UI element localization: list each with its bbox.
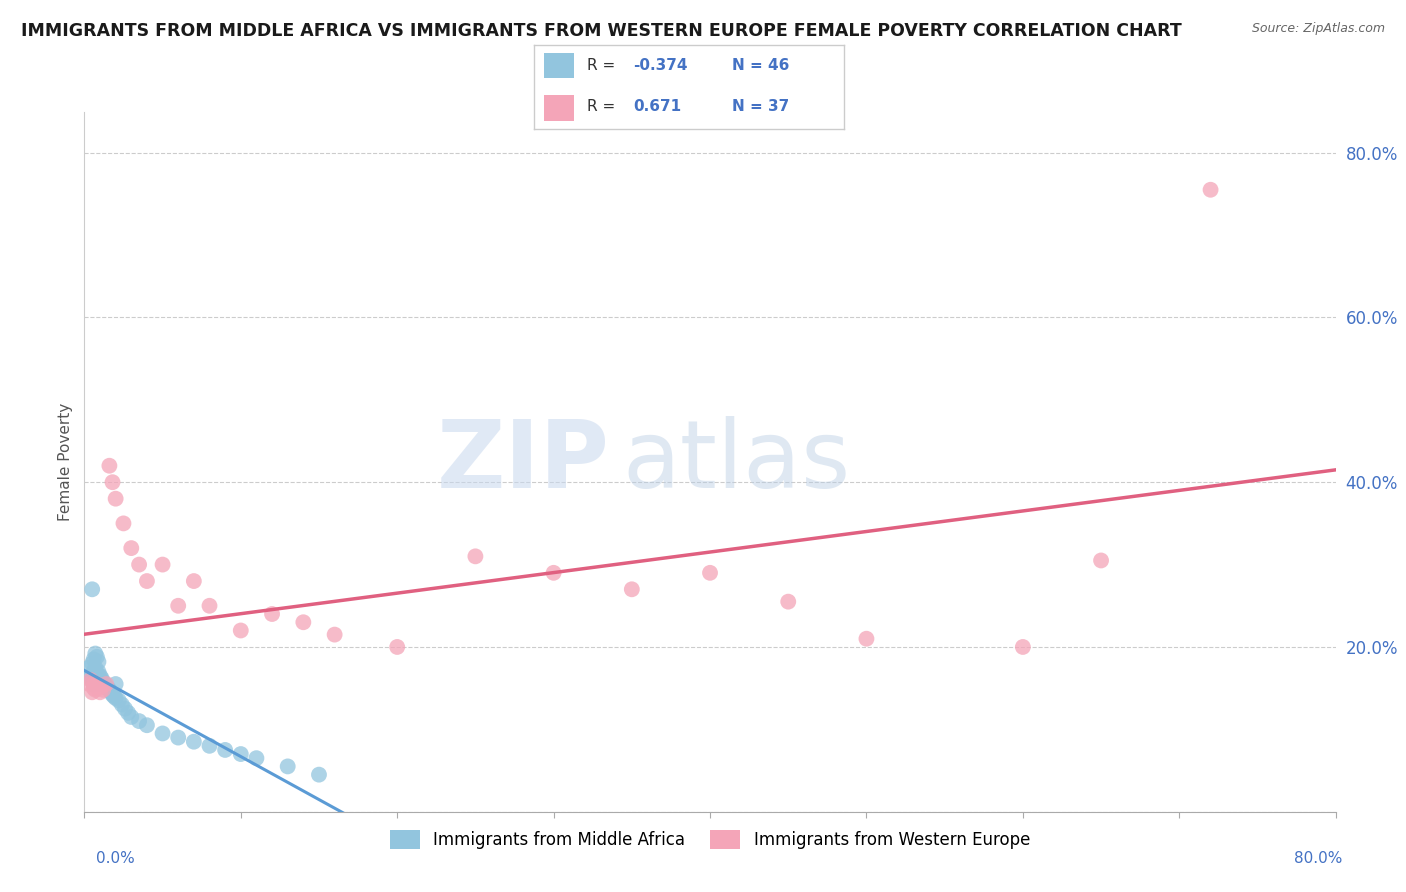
Point (84, 660, 107, 674)
Point (323, 627, 346, 641)
Point (120, 541, 142, 555)
Point (778, 594, 800, 608)
Point (107, 693, 129, 707)
Point (543, 566, 565, 580)
Text: R =: R = (586, 58, 620, 73)
Point (152, 726, 174, 740)
Point (86, 677, 108, 691)
Point (101, 688, 124, 702)
Point (114, 702, 136, 716)
Point (83, 677, 105, 691)
Point (84, 671, 107, 685)
Point (82, 685, 104, 699)
Point (229, 624, 252, 638)
Point (83, 681, 105, 695)
Point (91, 674, 114, 689)
Text: IMMIGRANTS FROM MIDDLE AFRICA VS IMMIGRANTS FROM WESTERN EUROPE FEMALE POVERTY C: IMMIGRANTS FROM MIDDLE AFRICA VS IMMIGRA… (21, 22, 1182, 40)
Point (82, 657, 104, 671)
Point (83, 652, 105, 666)
Point (1090, 553, 1112, 567)
Text: N = 46: N = 46 (733, 58, 790, 73)
Point (214, 743, 236, 757)
Point (82, 582, 104, 597)
Point (167, 599, 190, 613)
Point (84, 647, 107, 661)
Point (79, 673, 101, 687)
Point (86, 677, 108, 691)
Point (198, 599, 221, 613)
Point (292, 615, 315, 630)
Point (100, 685, 122, 699)
Text: R =: R = (586, 99, 620, 114)
Legend: Immigrants from Middle Africa, Immigrants from Western Europe: Immigrants from Middle Africa, Immigrant… (384, 823, 1036, 856)
Bar (544, 54, 575, 78)
Point (89, 677, 111, 691)
Text: Source: ZipAtlas.com: Source: ZipAtlas.com (1251, 22, 1385, 36)
Point (87, 665, 110, 679)
Point (855, 632, 877, 646)
Y-axis label: Female Poverty: Female Poverty (58, 402, 73, 521)
Point (84, 682, 107, 697)
Point (96, 680, 118, 694)
Point (167, 731, 190, 745)
Point (620, 582, 643, 597)
Point (86, 649, 108, 664)
Point (128, 714, 150, 728)
Point (91, 682, 114, 697)
Point (245, 751, 267, 765)
Text: atlas: atlas (623, 416, 851, 508)
Text: N = 37: N = 37 (733, 99, 790, 114)
Point (101, 475, 124, 490)
Point (1199, 183, 1222, 197)
Point (1012, 640, 1035, 654)
Text: 80.0%: 80.0% (1295, 852, 1343, 866)
Point (96, 677, 118, 691)
Point (136, 574, 159, 588)
Text: 0.671: 0.671 (633, 99, 682, 114)
Point (262, 607, 284, 621)
Point (97, 681, 120, 695)
Text: -0.374: -0.374 (633, 58, 688, 73)
Point (87, 681, 110, 695)
Point (90, 680, 112, 694)
Point (183, 735, 205, 749)
Point (128, 558, 150, 572)
Point (83, 665, 105, 679)
Point (112, 516, 135, 531)
Point (229, 747, 252, 761)
Point (277, 759, 299, 773)
Point (308, 767, 330, 781)
Point (86, 666, 108, 681)
Point (103, 690, 125, 704)
Point (90, 671, 112, 685)
Point (89, 685, 111, 699)
Point (79, 669, 101, 683)
Point (104, 491, 127, 506)
Point (152, 558, 174, 572)
Point (77, 660, 100, 674)
Point (83, 677, 105, 691)
Point (98, 682, 121, 697)
Point (104, 691, 127, 706)
Text: 0.0%: 0.0% (96, 852, 135, 866)
Point (82, 673, 104, 687)
Point (98, 458, 121, 473)
Point (120, 710, 142, 724)
Point (117, 706, 139, 720)
Point (136, 718, 159, 732)
Point (87, 655, 110, 669)
Point (89, 669, 111, 683)
Point (183, 574, 205, 588)
Point (699, 566, 721, 580)
Point (385, 640, 409, 654)
Bar (544, 95, 575, 120)
Point (77, 677, 100, 691)
Point (198, 739, 221, 753)
Point (464, 549, 486, 564)
Point (93, 677, 115, 691)
Point (111, 698, 134, 712)
Point (104, 677, 127, 691)
Point (87, 674, 110, 689)
Text: ZIP: ZIP (437, 416, 610, 508)
